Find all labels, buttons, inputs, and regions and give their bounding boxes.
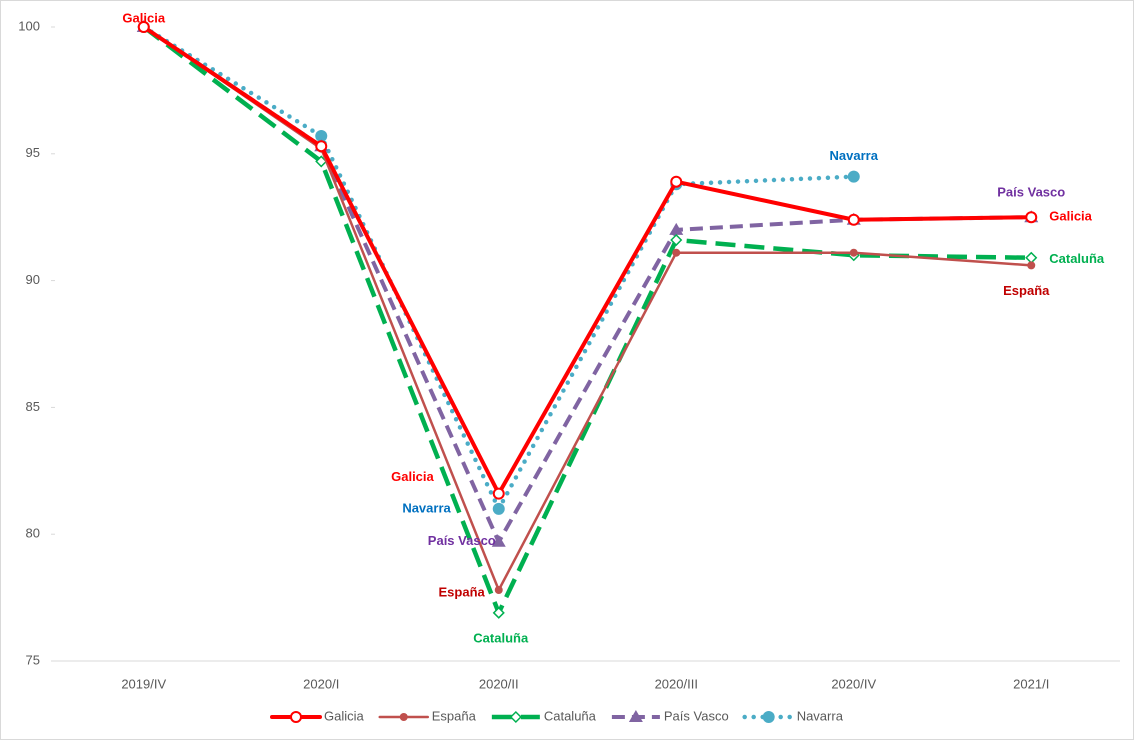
x-tick-label: 2021/I <box>1013 676 1049 691</box>
y-tick-label: 100 <box>18 18 40 33</box>
point-label: País Vasco <box>428 533 496 548</box>
marker <box>492 502 505 515</box>
point-label: España <box>1003 283 1050 298</box>
point-label: Cataluña <box>473 630 529 645</box>
x-tick-label: 2020/I <box>303 676 339 691</box>
y-tick-label: 80 <box>26 526 40 541</box>
point-label: Galicia <box>122 10 165 25</box>
x-tick-label: 2020/II <box>479 676 519 691</box>
marker <box>290 711 302 723</box>
series-line <box>142 25 1032 544</box>
point-label: País Vasco <box>997 185 1065 200</box>
marker <box>762 711 775 723</box>
marker <box>669 222 684 235</box>
legend: Galicia España Cataluña País Vasco Navarra <box>270 708 844 724</box>
legend-label: Galicia <box>324 708 365 723</box>
y-tick-label: 90 <box>26 272 40 287</box>
marker <box>847 213 860 226</box>
marker <box>315 140 328 153</box>
marker <box>670 175 683 188</box>
marker <box>672 248 681 257</box>
legend-label: País Vasco <box>664 708 729 723</box>
marker <box>1025 211 1038 224</box>
marker <box>491 534 506 547</box>
y-tick-label: 85 <box>26 399 40 414</box>
point-label: Galicia <box>1049 209 1092 224</box>
marker <box>315 130 328 143</box>
x-tick-label: 2020/III <box>655 676 698 691</box>
marker <box>628 710 643 722</box>
series-line <box>142 25 1032 616</box>
legend-label: Cataluña <box>544 708 597 723</box>
x-tick-label: 2019/IV <box>121 676 166 691</box>
marker <box>492 487 505 500</box>
marker <box>492 606 505 619</box>
marker <box>849 248 858 257</box>
marker <box>509 710 522 724</box>
marker <box>670 233 683 247</box>
y-tick-label: 95 <box>26 145 40 160</box>
point-label: Cataluña <box>1049 251 1105 266</box>
marker <box>847 170 860 183</box>
series-line <box>141 25 1034 496</box>
legend-label: España <box>432 708 477 723</box>
point-label: Galicia <box>391 469 434 484</box>
legend-label: Navarra <box>797 708 844 723</box>
marker <box>1027 261 1036 270</box>
marker <box>399 713 408 721</box>
y-tick-label: 75 <box>26 652 40 667</box>
point-label: Navarra <box>830 148 879 163</box>
marker <box>494 585 503 594</box>
marker <box>137 21 150 33</box>
x-tick-label: 2020/IV <box>831 676 876 691</box>
point-label: España <box>439 584 486 599</box>
point-label: Navarra <box>402 500 451 515</box>
